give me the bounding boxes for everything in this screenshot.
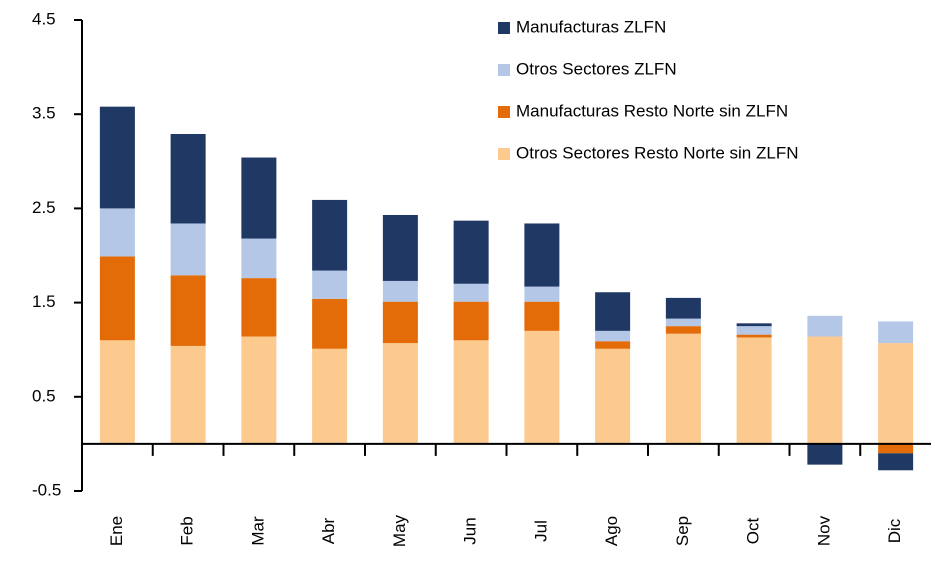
bar-segment bbox=[878, 453, 914, 471]
bar-segment bbox=[878, 321, 914, 344]
bar-segment bbox=[312, 270, 348, 299]
bar-segment bbox=[665, 297, 701, 319]
legend-swatch bbox=[498, 148, 510, 160]
legend-swatch bbox=[498, 106, 510, 118]
x-tick-label: Mar bbox=[248, 516, 267, 546]
y-tick-label: 4.5 bbox=[32, 9, 56, 28]
bar-segment bbox=[312, 199, 348, 271]
x-tick-label: Jul bbox=[531, 520, 550, 542]
bar-segment bbox=[99, 208, 135, 257]
legend-swatch bbox=[498, 64, 510, 76]
bar-segment bbox=[524, 330, 560, 444]
x-tick-label: Ago bbox=[602, 516, 621, 546]
x-tick-label: Nov bbox=[814, 515, 833, 546]
bar-segment bbox=[665, 333, 701, 444]
bar-segment bbox=[453, 340, 489, 444]
bar-segment bbox=[736, 323, 772, 327]
bar-segment bbox=[453, 283, 489, 302]
bar-segment bbox=[807, 315, 843, 337]
bar-segment bbox=[524, 301, 560, 331]
legend-label: Otros Sectores ZLFN bbox=[516, 59, 677, 78]
bar-segment bbox=[878, 443, 914, 454]
bar-segment bbox=[736, 337, 772, 444]
bar-segment bbox=[665, 326, 701, 334]
bar-segment bbox=[99, 340, 135, 444]
y-tick-label: 3.5 bbox=[32, 104, 56, 123]
bar-segment bbox=[807, 336, 843, 444]
y-tick-label: 2.5 bbox=[32, 198, 56, 217]
x-tick-label: Feb bbox=[178, 516, 197, 545]
legend-label: Manufacturas Resto Norte sin ZLFN bbox=[516, 101, 788, 120]
x-tick-label: Abr bbox=[319, 517, 338, 544]
y-tick-label: -0.5 bbox=[32, 480, 61, 499]
x-tick-label: Jun bbox=[461, 517, 480, 544]
y-tick-label: 0.5 bbox=[32, 386, 56, 405]
bar-segment bbox=[595, 330, 631, 342]
bar-segment bbox=[595, 348, 631, 444]
x-tick-label: Dic bbox=[885, 518, 904, 543]
bar-segment bbox=[665, 318, 701, 327]
bar-segment bbox=[382, 301, 418, 344]
bar-segment bbox=[382, 343, 418, 444]
x-tick-label: Oct bbox=[744, 518, 763, 545]
bar-segment bbox=[312, 348, 348, 444]
x-tick-label: Ene bbox=[107, 516, 126, 546]
bar-segment bbox=[453, 220, 489, 284]
bar-segment bbox=[170, 275, 206, 346]
bar-segment bbox=[170, 345, 206, 444]
bar-segment bbox=[99, 106, 135, 209]
legend-label: Otros Sectores Resto Norte sin ZLFN bbox=[516, 143, 798, 162]
bar-segment bbox=[170, 223, 206, 276]
bar-segment bbox=[241, 238, 277, 279]
bar-segment bbox=[524, 286, 560, 302]
bar-segment bbox=[878, 343, 914, 444]
bar-segment bbox=[736, 326, 772, 335]
bar-segment bbox=[382, 214, 418, 281]
x-tick-label: May bbox=[390, 514, 409, 547]
legend-label: Manufacturas ZLFN bbox=[516, 17, 666, 36]
x-tick-label: Sep bbox=[673, 516, 692, 546]
bar-segment bbox=[736, 334, 772, 338]
y-tick-label: 1.5 bbox=[32, 292, 56, 311]
bar-segment bbox=[99, 256, 135, 341]
bar-segment bbox=[241, 336, 277, 444]
bar-segment bbox=[595, 292, 631, 331]
bar-segment bbox=[382, 280, 418, 302]
bar-segment bbox=[312, 298, 348, 349]
bar-segment bbox=[241, 278, 277, 337]
bar-segment bbox=[807, 443, 843, 465]
bar-segment bbox=[524, 223, 560, 287]
legend-swatch bbox=[498, 22, 510, 34]
bar-segment bbox=[241, 157, 277, 239]
bar-segment bbox=[453, 301, 489, 341]
bar-segment bbox=[595, 341, 631, 349]
bar-segment bbox=[170, 133, 206, 224]
